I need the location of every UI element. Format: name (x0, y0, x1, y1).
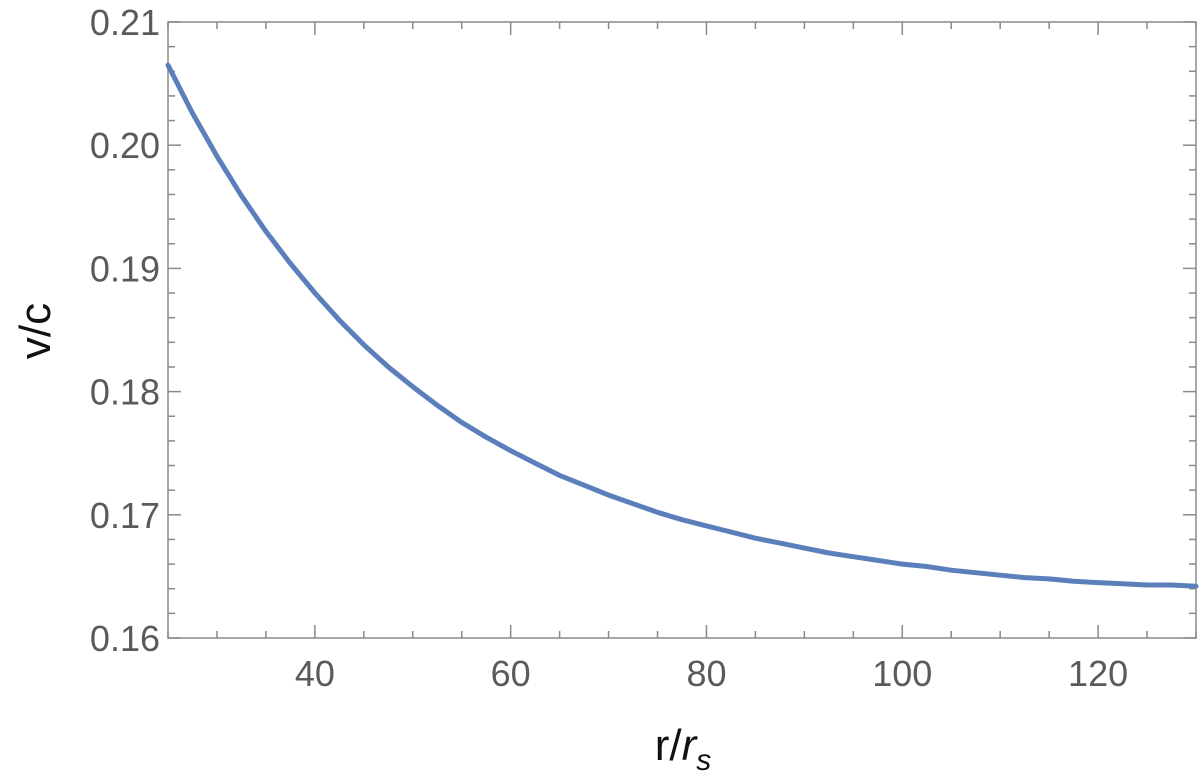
x-tick-label: 80 (686, 653, 726, 694)
x-tick-label: 40 (295, 653, 335, 694)
y-tick-label: 0.16 (90, 618, 160, 659)
x-axis-label-main: r/ (655, 721, 683, 770)
series-layer (165, 62, 1199, 589)
ticks-layer (167, 21, 1197, 639)
y-tick-label: 0.19 (90, 248, 160, 289)
y-axis-label: v/c (11, 303, 60, 359)
tick-labels-layer: 40 60 80 100 120 0.16 0.17 0.18 0.19 0.20 0.21 (90, 2, 1128, 694)
series-line (165, 62, 1199, 589)
y-tick-label: 0.20 (90, 125, 160, 166)
y-tick-label: 0.18 (90, 372, 160, 413)
x-axis-label: r/rs (655, 721, 712, 777)
x-tick-label: 120 (1068, 653, 1128, 694)
y-tick-label: 0.17 (90, 495, 160, 536)
x-tick-label: 100 (872, 653, 932, 694)
x-tick-label: 60 (491, 653, 531, 694)
x-axis-label-var: r (682, 721, 699, 770)
y-tick-label: 0.21 (90, 2, 160, 43)
plot-frame (167, 21, 1197, 639)
x-axis-label-subscript: s (696, 744, 711, 777)
